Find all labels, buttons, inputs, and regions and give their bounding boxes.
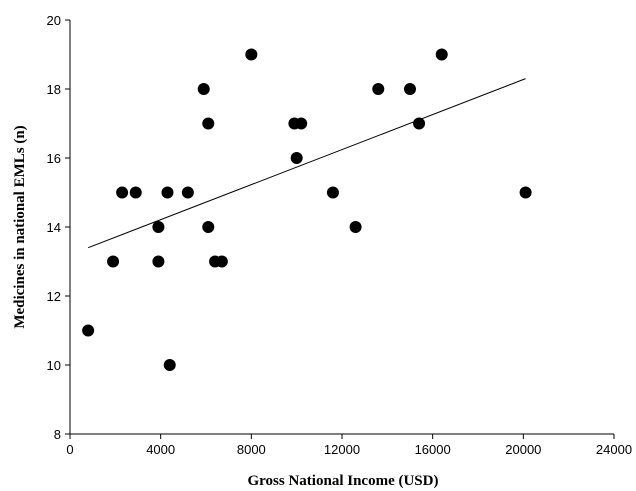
y-axis: 8 10 12 14 16 18 20 (47, 13, 71, 442)
data-point (519, 186, 532, 199)
data-point (435, 48, 448, 61)
y-ticks: 8 10 12 14 16 18 20 (47, 13, 70, 442)
data-point (202, 221, 215, 233)
x-axis-title: Gross National Income (USD) (248, 473, 439, 489)
x-ticks: 0 4000 8000 12000 16000 20000 24000 (66, 434, 632, 457)
data-point (163, 359, 176, 371)
data-point (413, 117, 426, 130)
y-axis-title: Medicines in national EMLs (n) (12, 125, 28, 328)
y-tick-label: 14 (47, 220, 61, 235)
y-tick-label: 16 (47, 151, 61, 166)
y-tick-label: 20 (47, 13, 61, 28)
data-point (295, 117, 308, 130)
data-point (107, 255, 120, 268)
data-point (202, 117, 215, 130)
x-tick-label: 12000 (324, 442, 360, 457)
y-tick-label: 12 (47, 289, 61, 304)
x-tick-label: 20000 (505, 442, 541, 457)
data-points (82, 48, 532, 371)
x-axis: 0 4000 8000 12000 16000 20000 24000 (66, 433, 632, 457)
data-point (152, 255, 165, 268)
x-tick-label: 0 (66, 442, 73, 457)
data-point (245, 48, 258, 61)
data-point (161, 186, 174, 199)
data-point (349, 221, 362, 233)
x-tick-label: 8000 (237, 442, 266, 457)
data-point (372, 83, 385, 95)
x-tick-label: 24000 (596, 442, 632, 457)
data-point (215, 255, 228, 268)
data-point (197, 83, 210, 95)
x-tick-label: 16000 (415, 442, 451, 457)
trend-line (87, 78, 526, 249)
data-point (404, 83, 416, 95)
data-point (181, 186, 194, 199)
y-tick-label: 10 (47, 358, 61, 373)
data-point (152, 221, 165, 233)
x-tick-label: 4000 (146, 442, 175, 457)
data-point (82, 324, 95, 337)
data-point (129, 186, 142, 199)
data-point (290, 152, 303, 164)
y-tick-label: 18 (47, 82, 61, 97)
y-tick-label: 8 (54, 427, 61, 442)
data-point (326, 186, 339, 199)
data-point (116, 186, 129, 199)
